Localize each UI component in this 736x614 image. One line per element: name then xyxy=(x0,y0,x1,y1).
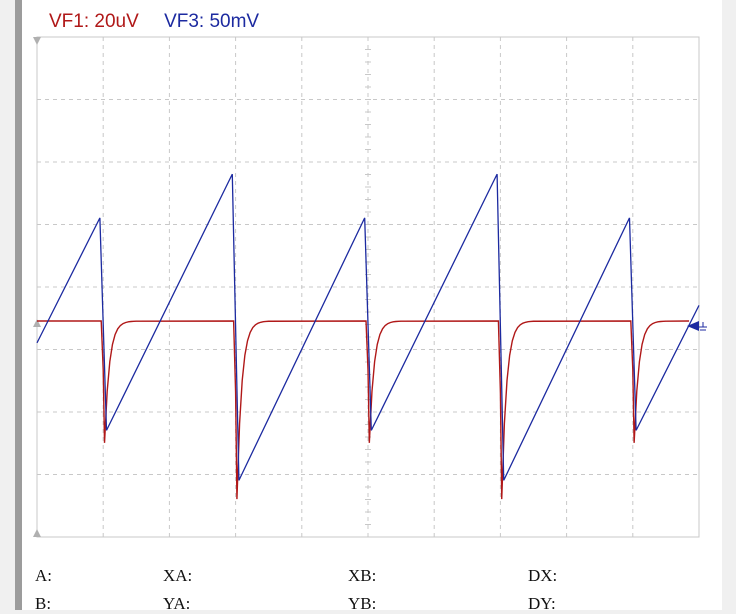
cursor-yb-label: YB: xyxy=(348,594,377,613)
cursor-ya-label: YA: xyxy=(163,594,191,613)
scope-grid xyxy=(37,36,699,538)
cursor-a-label: A: xyxy=(35,566,52,585)
top-marker-icon xyxy=(33,37,41,45)
scope-markers xyxy=(33,37,41,537)
oscilloscope-display[interactable] xyxy=(0,0,736,560)
left-border xyxy=(15,0,22,610)
reference-markers[interactable] xyxy=(687,321,707,331)
cursor-dy-label: DY: xyxy=(528,594,556,613)
scope-frame xyxy=(36,36,700,538)
bottom-marker-icon xyxy=(33,529,41,537)
cursor-xb-label: XB: xyxy=(348,566,377,585)
channel-3-label[interactable]: VF3: 50mV xyxy=(164,11,260,32)
channel-1-trace xyxy=(37,320,690,500)
right-border xyxy=(714,0,722,610)
zero-marker-icon xyxy=(33,319,41,327)
channel-labels: VF1: 20uV VF3: 50mV xyxy=(49,11,259,33)
channel-3-trace xyxy=(36,173,700,481)
cursor-xa-label: XA: xyxy=(163,566,193,585)
trigger-arrow-icon[interactable] xyxy=(687,321,699,331)
cursor-b-label: B: xyxy=(35,594,52,613)
cursor-dx-label: DX: xyxy=(528,566,558,585)
channel-1-label[interactable]: VF1: 20uV xyxy=(49,11,139,32)
